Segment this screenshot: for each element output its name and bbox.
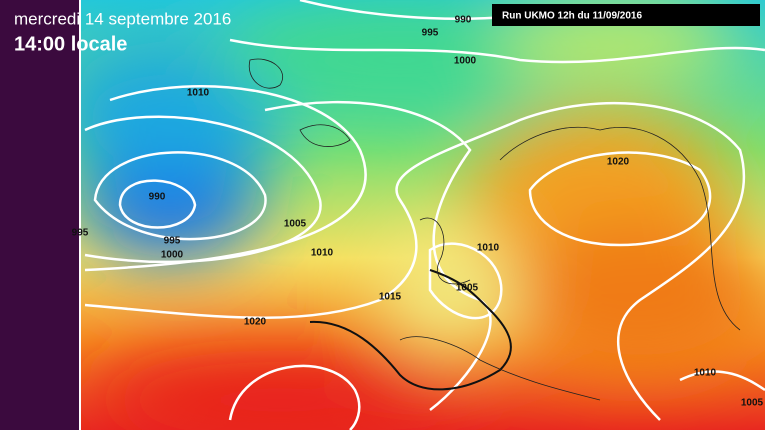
isobars xyxy=(84,0,765,431)
isobar-label: 995 xyxy=(164,236,181,247)
isobar-label: 1020 xyxy=(607,157,630,168)
time-title: 14:00 locale xyxy=(14,33,127,55)
isobar-label: 995 xyxy=(72,228,89,239)
isobar-label: 1005 xyxy=(284,219,307,230)
isobar-label: 1010 xyxy=(187,88,210,99)
isobar-label: 1005 xyxy=(741,398,764,409)
date-title: mercredi 14 septembre 2016 xyxy=(14,9,231,28)
isobar-label: 1010 xyxy=(311,248,334,259)
run-label: Run UKMO 12h du 11/09/2016 xyxy=(502,11,642,22)
front-line xyxy=(309,269,512,391)
isobar-label: 990 xyxy=(455,15,472,26)
isobar-label: 1010 xyxy=(694,368,717,379)
isobar-label: 990 xyxy=(149,192,166,203)
land-strip xyxy=(0,0,80,430)
isobar-label: 995 xyxy=(422,28,439,39)
isobar-label: 1015 xyxy=(379,292,402,303)
isobar-label: 1010 xyxy=(477,243,500,254)
isobar-label: 1000 xyxy=(454,56,477,67)
coastlines xyxy=(248,58,741,401)
isobar-label: 1000 xyxy=(161,250,184,261)
run-box xyxy=(492,4,760,26)
isobar-label: 1020 xyxy=(244,317,267,328)
isobar-label: 1005 xyxy=(456,283,479,294)
